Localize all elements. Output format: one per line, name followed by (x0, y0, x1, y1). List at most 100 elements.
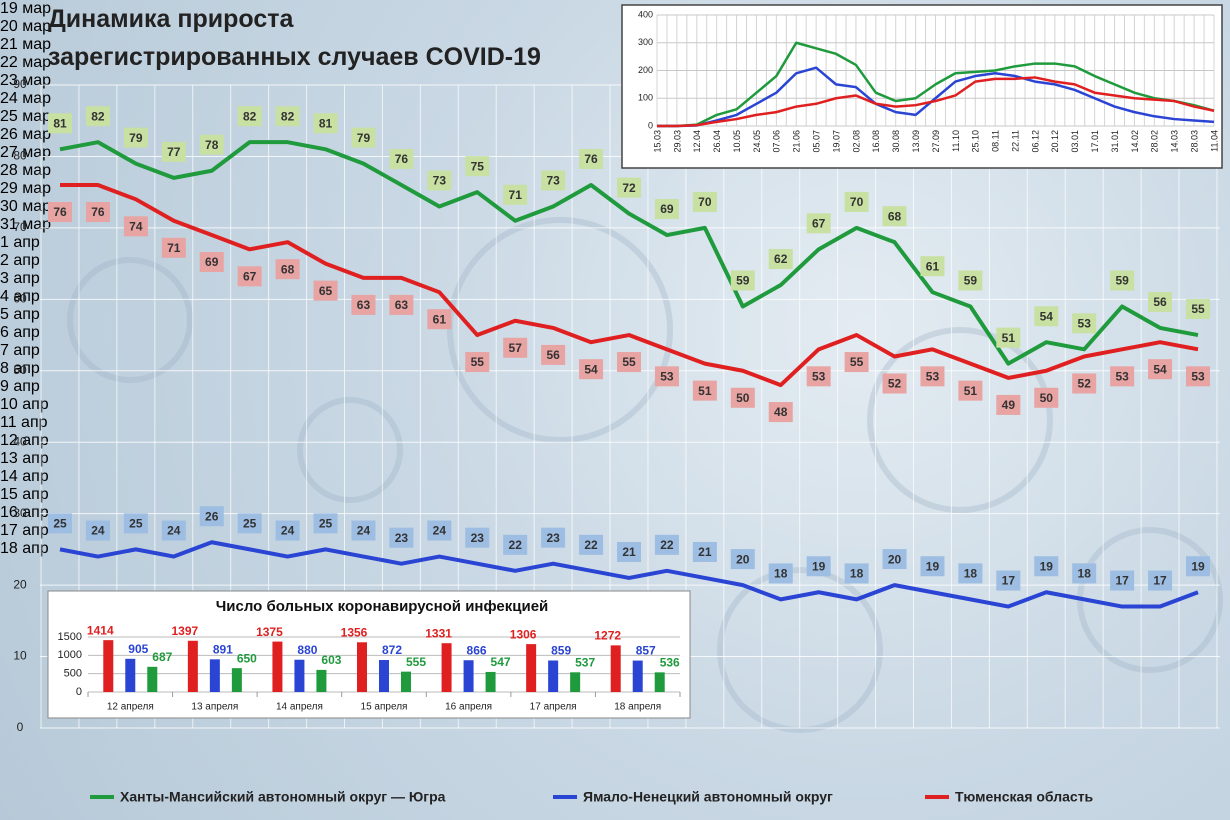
data-label: 67 (812, 216, 826, 230)
x-tick-label: 07.06 (772, 130, 782, 153)
data-label: 54 (1153, 362, 1167, 376)
x-tick-label: 25 мар (0, 108, 52, 125)
x-tick-label: 23 мар (0, 72, 52, 89)
data-label-box (503, 337, 528, 358)
data-label: 24 (357, 524, 371, 538)
data-label: 54 (584, 362, 598, 376)
chart-title: Динамика прироста зарегистрированных слу… (48, 5, 541, 71)
x-tick-label: 11.10 (951, 130, 961, 152)
data-label-box (1072, 373, 1097, 394)
data-label-box (1034, 306, 1059, 327)
data-label-box (617, 177, 641, 198)
y-tick-label: 40 (13, 434, 27, 448)
x-tick-label: 16 апреля (445, 702, 492, 713)
data-label: 56 (546, 348, 560, 362)
data-label: 76 (584, 152, 598, 166)
data-label: 54 (1040, 309, 1054, 323)
data-label: 1306 (510, 627, 537, 641)
data-label-box (996, 394, 1021, 415)
data-label: 69 (660, 202, 674, 216)
data-label: 82 (91, 109, 105, 123)
data-label: 73 (546, 174, 560, 188)
data-label: 20 (888, 552, 902, 566)
data-label-box (465, 156, 490, 177)
data-label-box (351, 127, 376, 148)
data-label: 53 (660, 370, 674, 384)
x-tick-label: 1 апр (0, 234, 40, 251)
data-label: 18 (1078, 567, 1092, 581)
x-tick-label: 12 апр (0, 432, 49, 449)
x-tick-label: 28.03 (1189, 130, 1199, 153)
data-label-box (48, 513, 72, 534)
x-tick-label: 31 мар (0, 216, 52, 233)
data-label-box (161, 237, 186, 258)
y-tick-label: 60 (13, 292, 27, 306)
bar (103, 640, 114, 692)
data-label: 19 (812, 559, 826, 573)
x-tick-label: 26 мар (0, 126, 52, 143)
data-label: 650 (237, 651, 257, 665)
x-tick-label: 03.01 (1070, 130, 1080, 153)
x-tick-label: 5 апр (0, 306, 40, 323)
data-label-box (920, 366, 945, 387)
bar (610, 645, 621, 692)
y-tick-label: 0 (76, 686, 82, 698)
data-label: 21 (622, 545, 636, 559)
data-label: 51 (964, 384, 978, 398)
line (657, 76, 1215, 128)
x-tick-label: 11 апр (0, 414, 48, 431)
data-label-box (730, 549, 755, 570)
data-label-box (123, 513, 148, 534)
x-tick-label: 14.02 (1130, 130, 1140, 153)
data-label: 18 (964, 567, 978, 581)
data-label: 63 (395, 298, 409, 312)
data-label-box (313, 113, 338, 134)
data-label: 26 (205, 509, 219, 523)
x-tick-label: 20.12 (1050, 130, 1060, 153)
data-label: 18 (774, 567, 788, 581)
x-tick-label: 18 апреля (614, 702, 661, 713)
x-tick-label: 17 апреля (530, 702, 577, 713)
x-tick-label: 08.11 (991, 130, 1001, 152)
data-label-box (958, 270, 983, 291)
data-label-box (692, 380, 717, 401)
data-label: 23 (395, 531, 409, 545)
data-label: 57 (509, 341, 523, 355)
x-tick-label: 14.03 (1170, 130, 1180, 153)
x-tick-label: 25.10 (971, 130, 981, 153)
data-label: 68 (281, 262, 295, 276)
data-label-box (503, 184, 528, 205)
data-label-box (958, 380, 983, 401)
data-label: 21 (698, 545, 712, 559)
data-label: 76 (91, 205, 105, 219)
y-tick-label: 10 (13, 649, 27, 663)
data-label: 79 (129, 131, 143, 145)
data-label: 61 (926, 259, 940, 273)
data-label: 52 (1078, 377, 1092, 391)
y-tick-label: 300 (638, 37, 653, 47)
data-label-box (389, 294, 414, 315)
x-tick-label: 7 апр (0, 342, 40, 359)
legend-label: Ханты-Мансийский автономный округ — Югра (120, 789, 446, 805)
data-label: 75 (471, 159, 485, 173)
data-label: 70 (850, 195, 864, 209)
bar (526, 644, 537, 692)
data-label-box (237, 106, 262, 127)
x-tick-label: 20 мар (0, 18, 52, 35)
y-tick-label: 30 (13, 506, 27, 520)
x-tick-label: 19 мар (0, 0, 52, 17)
data-label-box (1110, 366, 1135, 387)
line (60, 183, 1199, 388)
x-tick-label: 10.05 (732, 130, 742, 153)
data-label-box (692, 191, 717, 212)
data-label-box (313, 280, 338, 301)
data-label-box (768, 402, 793, 423)
data-label: 79 (357, 131, 371, 145)
line (657, 66, 1215, 128)
x-tick-label: 02.08 (851, 130, 861, 153)
data-label: 19 (1040, 559, 1054, 573)
y-tick-label: 0 (17, 720, 24, 734)
data-label-box (882, 373, 907, 394)
x-tick-label: 18 апр (0, 540, 49, 557)
bar (272, 641, 283, 692)
